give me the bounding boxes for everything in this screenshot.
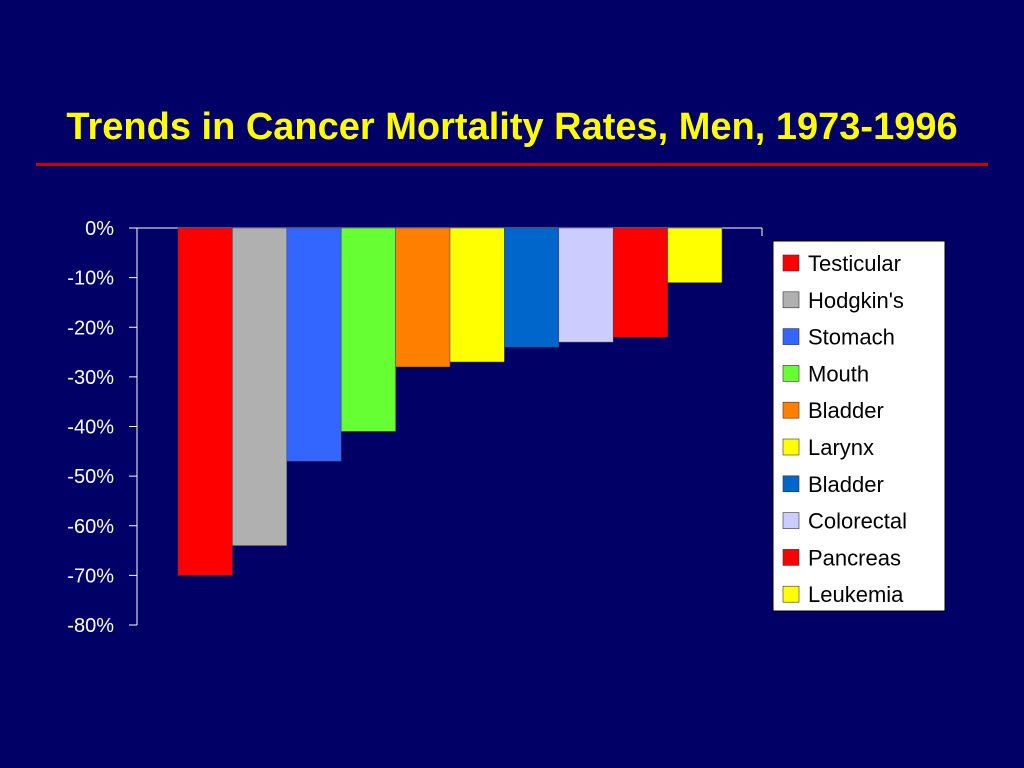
legend-label: Leukemia [808, 582, 904, 607]
bar [612, 227, 668, 338]
legend-label: Testicular [808, 251, 901, 276]
legend-label: Stomach [808, 325, 895, 350]
legend-swatch [782, 475, 800, 493]
y-tick-label: -50% [67, 466, 114, 488]
legend-swatch [782, 365, 800, 382]
legend-label: Colorectal [808, 509, 907, 534]
legend-swatch [782, 328, 800, 345]
bar [667, 227, 723, 283]
title-underline [36, 163, 988, 166]
legend-swatch [782, 438, 800, 456]
legend-label: Bladder [808, 398, 884, 423]
legend-swatch [782, 549, 800, 566]
y-tick-label: -80% [67, 615, 114, 637]
bar [558, 227, 614, 343]
y-tick-label: -10% [67, 268, 114, 290]
bar [340, 227, 396, 432]
legend-swatch [782, 401, 800, 419]
bar [177, 227, 233, 576]
y-tick-label: -20% [67, 317, 114, 339]
legend-swatch [782, 291, 800, 309]
legend-label: Mouth [808, 361, 869, 386]
legend-swatch [782, 585, 800, 603]
slide-title: Trends in Cancer Mortality Rates, Men, 1… [66, 106, 958, 148]
y-tick-label: 0% [85, 218, 114, 240]
legend-label: Bladder [808, 472, 884, 497]
legend-swatch [782, 512, 800, 529]
y-tick-label: -40% [67, 417, 114, 439]
bar [286, 227, 342, 462]
legend-label: Larynx [808, 435, 874, 460]
bar [395, 227, 451, 368]
bar [504, 227, 560, 348]
y-tick-label: -60% [67, 516, 114, 538]
y-tick-label: -30% [67, 367, 114, 389]
legend-label: Pancreas [808, 545, 901, 570]
bar [449, 227, 505, 363]
y-tick-label: -70% [67, 565, 114, 587]
legend-swatch [782, 254, 800, 272]
legend-label: Hodgkin's [808, 288, 904, 313]
legend-box [772, 240, 946, 612]
bar [232, 227, 288, 546]
